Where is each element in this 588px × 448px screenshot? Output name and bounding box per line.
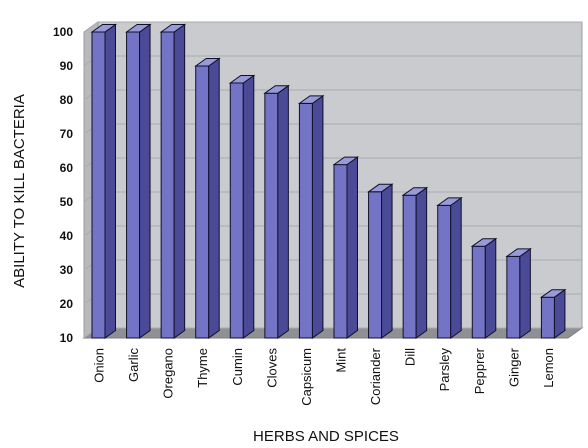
bar-side: [173, 23, 186, 339]
bar-side: [242, 74, 255, 339]
bar-side: [277, 84, 289, 339]
y-axis-ticks: 10 20 30 40 50 60 70 80 90 100: [53, 25, 73, 345]
x-tick-label: Oregano: [161, 348, 176, 399]
x-tick-label: Cumin: [230, 348, 245, 386]
y-tick-label: 100: [53, 25, 73, 39]
bar: [401, 186, 429, 339]
y-tick-label: 60: [60, 161, 74, 175]
bar: [470, 237, 498, 339]
bar-side: [311, 94, 324, 339]
bar: [228, 74, 256, 339]
bar-side: [139, 23, 151, 339]
x-tick-label: Lemon: [541, 348, 556, 388]
bar-side: [346, 156, 358, 339]
bar-top: [228, 75, 256, 84]
bar-top: [159, 24, 187, 33]
bar-side: [415, 186, 428, 339]
bar-front: [506, 255, 521, 339]
bar-side: [104, 23, 116, 339]
bar-side: [519, 247, 531, 339]
y-tick-label: 20: [60, 297, 74, 311]
bar-side: [450, 196, 462, 339]
bar-front: [126, 31, 141, 339]
bar: [125, 23, 152, 339]
bar: [194, 57, 221, 339]
x-tick-label: Garlic: [126, 348, 141, 382]
y-axis-title: ABILITY TO KILL BACTERIA: [11, 94, 28, 288]
bar-front: [437, 204, 452, 339]
bar-front: [160, 31, 175, 339]
bar-top: [436, 197, 463, 206]
bar: [297, 94, 325, 339]
bar: [367, 183, 394, 339]
bar-top: [263, 85, 290, 94]
bar-front: [264, 92, 279, 339]
bar-top: [90, 24, 118, 33]
bar-front: [298, 102, 313, 339]
x-tick-label: Onion: [92, 348, 107, 383]
y-tick-label: 10: [60, 331, 74, 345]
bar-side: [553, 288, 566, 339]
x-axis-title: HERBS AND SPICES: [253, 428, 399, 445]
bar-side: [381, 183, 393, 339]
x-axis-categories: Onion Garlic Oregano Thyme Cumin Cloves Capsic…: [92, 347, 556, 405]
x-tick-label: Cloves: [264, 348, 279, 388]
x-tick-label: Capsicum: [299, 348, 314, 406]
y-tick-label: 30: [60, 263, 74, 277]
y-tick-label: 50: [60, 195, 74, 209]
x-tick-label: Thyme: [195, 348, 210, 388]
bar-top: [401, 187, 429, 196]
bar: [332, 156, 360, 339]
bar-front: [540, 296, 555, 339]
x-tick-label: Parsley: [437, 348, 452, 392]
bar: [90, 23, 118, 339]
bar-side: [208, 57, 220, 339]
y-tick-label: 90: [60, 59, 74, 73]
gridline: [83, 21, 582, 33]
bar-front: [195, 65, 210, 339]
bar-top: [332, 156, 360, 166]
x-tick-label: Dill: [403, 348, 418, 366]
bar-top: [125, 24, 152, 33]
bar: [436, 196, 463, 339]
bar-front: [368, 191, 383, 339]
bar: [263, 84, 290, 339]
bar-top: [470, 238, 498, 247]
x-tick-label: Pepprer: [472, 347, 487, 394]
x-tick-label: Coriander: [368, 347, 383, 405]
bar-top: [539, 289, 567, 298]
bar-top: [297, 95, 325, 104]
bar-front: [471, 245, 486, 339]
bar-front: [333, 164, 348, 339]
bar-front: [229, 82, 244, 339]
y-tick-label: 80: [60, 93, 74, 107]
bar-top: [194, 58, 221, 67]
bar-side: [484, 237, 497, 339]
x-tick-label: Ginger: [506, 347, 521, 387]
bar-series: [90, 23, 567, 339]
y-tick-label: 40: [60, 229, 74, 243]
bar-front: [91, 31, 106, 339]
bar-front: [402, 194, 417, 339]
bar-top: [505, 248, 532, 257]
x-tick-label: Mint: [334, 348, 349, 373]
y-tick-label: 70: [60, 127, 74, 141]
bar: [539, 288, 567, 339]
bar: [159, 23, 187, 339]
bar: [505, 247, 532, 339]
bar-top: [367, 183, 394, 193]
